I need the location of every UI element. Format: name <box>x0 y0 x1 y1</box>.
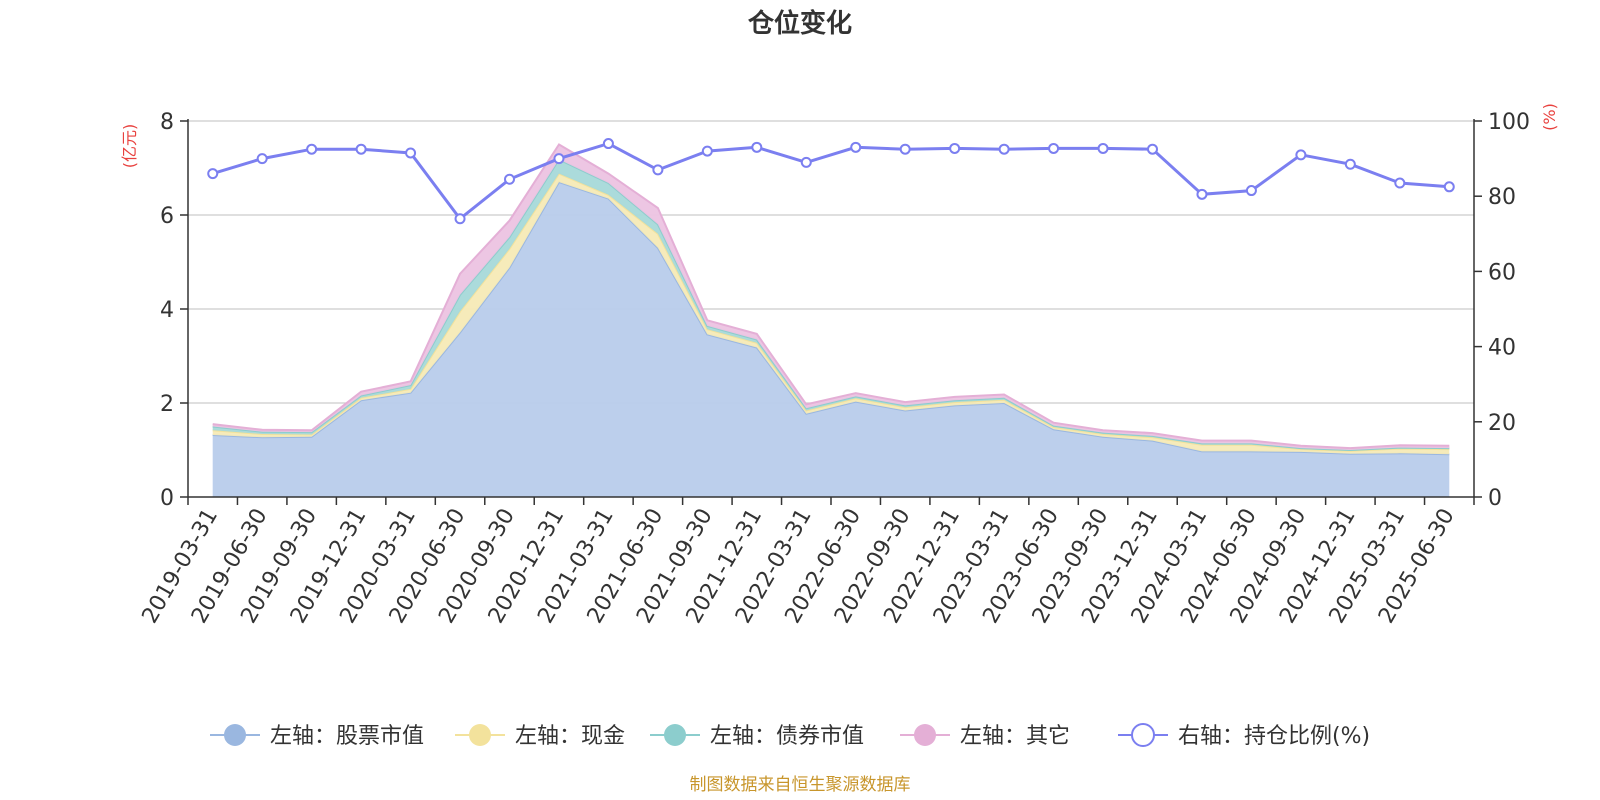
legend-item-1[interactable]: 左轴：现金 <box>455 724 625 749</box>
ratio-point <box>949 142 961 154</box>
ratio-point <box>207 168 219 180</box>
legend-marker <box>664 724 686 746</box>
legend-marker <box>224 724 246 746</box>
grid-lines <box>188 120 1474 404</box>
legend-label: 右轴：持仓比例(%) <box>1178 724 1370 749</box>
ratio-point <box>355 143 367 155</box>
legend-marker <box>914 724 936 746</box>
chart-title: 仓位变化 <box>747 8 852 39</box>
legend-label: 左轴：其它 <box>960 724 1070 749</box>
ratio-point <box>1344 158 1356 170</box>
left-tick-label: 4 <box>160 298 174 323</box>
legend-item-2[interactable]: 左轴：债券市值 <box>650 724 864 749</box>
area-series-0 <box>212 182 1450 497</box>
legend-label: 左轴：现金 <box>515 724 625 749</box>
ratio-line-series <box>207 138 1455 225</box>
right-tick-label: 0 <box>1488 486 1502 511</box>
ratio-point <box>1394 177 1406 189</box>
legend-item-0[interactable]: 左轴：股票市值 <box>210 724 424 749</box>
right-tick-label: 60 <box>1488 260 1516 285</box>
ratio-point <box>256 153 268 165</box>
ratio-point <box>1097 142 1109 154</box>
axes: 024680204060801002019-03-312019-06-30201… <box>138 110 1530 628</box>
stacked-areas <box>212 143 1450 497</box>
ratio-point <box>454 213 466 225</box>
legend-item-3[interactable]: 左轴：其它 <box>900 724 1070 749</box>
left-tick-label: 0 <box>160 486 174 511</box>
right-tick-label: 20 <box>1488 411 1516 436</box>
ratio-point <box>553 153 565 165</box>
legend-item-4[interactable]: 右轴：持仓比例(%) <box>1118 723 1370 749</box>
right-tick-label: 80 <box>1488 185 1516 210</box>
ratio-point <box>405 147 417 159</box>
ratio-point <box>652 164 664 176</box>
ratio-point <box>1245 185 1257 197</box>
ratio-point <box>1147 143 1158 155</box>
ratio-point <box>1443 181 1455 193</box>
ratio-point <box>998 143 1010 155</box>
legend-marker <box>1131 723 1155 747</box>
ratio-line <box>212 141 1450 221</box>
ratio-point <box>899 143 911 155</box>
source-note: 制图数据来自恒生聚源数据库 <box>690 775 911 795</box>
legend-marker <box>469 724 491 746</box>
ratio-point <box>1196 188 1208 200</box>
area-edge-3 <box>212 143 1450 450</box>
legend-label: 左轴：股票市值 <box>270 724 424 749</box>
left-tick-label: 2 <box>160 392 174 417</box>
ratio-point <box>1048 142 1060 154</box>
ratio-point <box>800 156 812 168</box>
legend: 左轴：股票市值 左轴：现金 左轴：债券市值 左轴：其它 右轴：持仓比例(%) <box>210 723 1370 749</box>
ratio-point <box>306 143 318 155</box>
left-axis-unit: (亿元) <box>120 124 139 169</box>
area-series-2 <box>212 159 1450 451</box>
ratio-point <box>1295 149 1307 161</box>
ratio-point <box>751 141 763 153</box>
left-tick-label: 8 <box>160 110 174 135</box>
ratio-point <box>701 145 713 157</box>
ratio-point <box>602 138 614 150</box>
right-axis-unit: (%) <box>1540 103 1559 131</box>
right-tick-label: 100 <box>1488 110 1530 135</box>
right-tick-label: 40 <box>1488 336 1516 361</box>
left-tick-label: 6 <box>160 204 174 229</box>
ratio-point <box>504 173 515 185</box>
area-series-1 <box>212 173 1450 455</box>
legend-label: 左轴：债券市值 <box>710 724 864 749</box>
ratio-point <box>850 141 862 153</box>
